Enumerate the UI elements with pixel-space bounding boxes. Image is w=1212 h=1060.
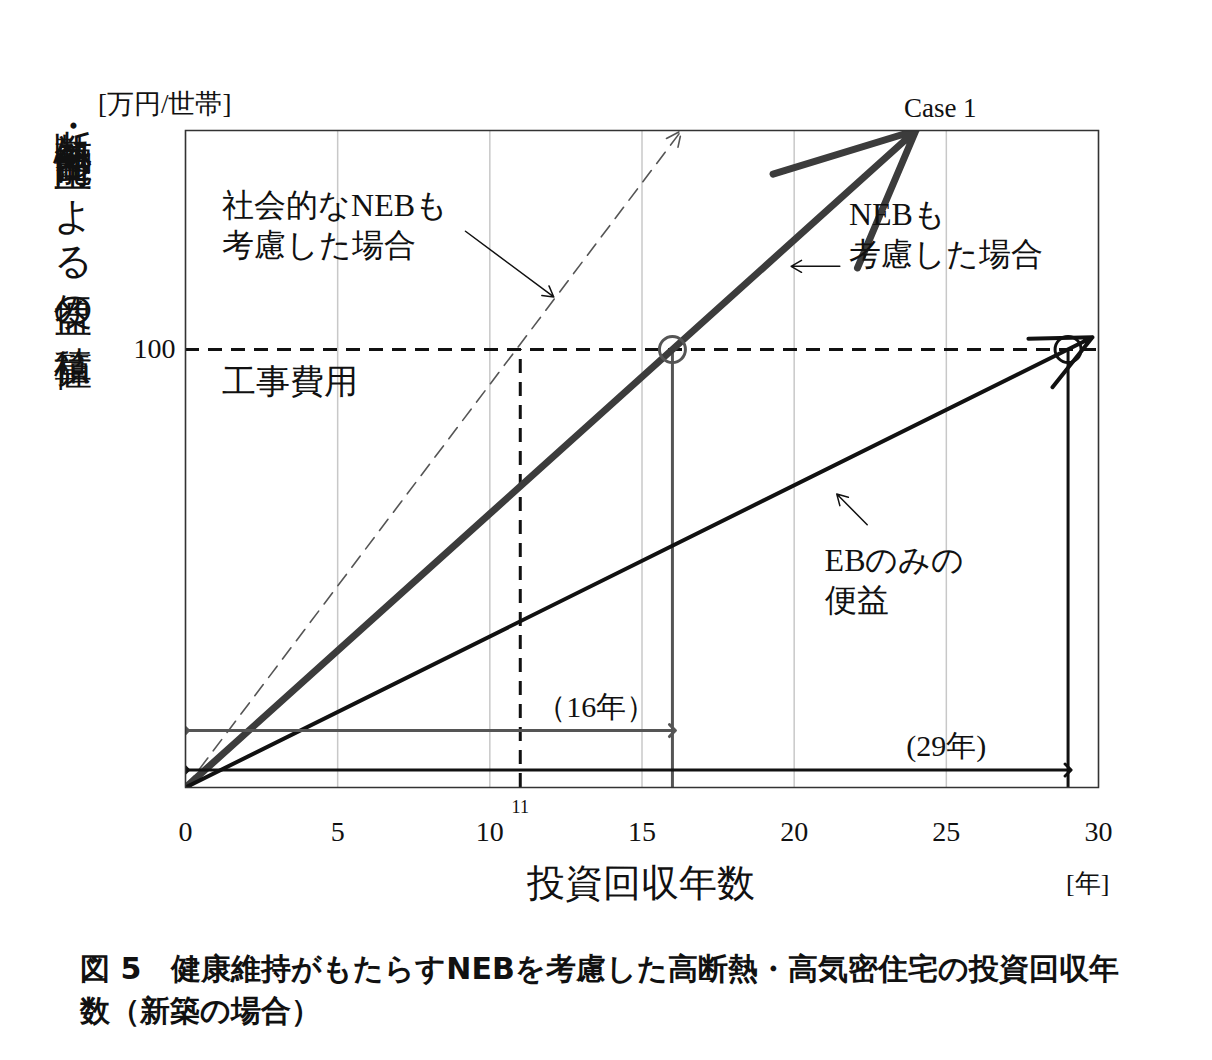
svg-text:（16年）: （16年） <box>536 690 656 723</box>
svg-text:11: 11 <box>512 797 529 817</box>
svg-text:NEBも考慮した場合: NEBも考慮した場合 <box>849 196 1043 272</box>
html-text:[万円/世帯]: [万円/世帯] <box>98 89 232 119</box>
html-text:投資回収年数: 投資回収年数 <box>527 862 755 904</box>
svg-text:10: 10 <box>476 816 504 847</box>
svg-text:25: 25 <box>932 816 960 847</box>
svg-text:100: 100 <box>134 333 176 364</box>
svg-text:Case 1: Case 1 <box>904 93 977 123</box>
svg-text:工事費用: 工事費用 <box>222 363 358 400</box>
html-text:図 5 健康維持がもたらすNEBを考慮した高断熱・高気密住宅: 図 5 健康維持がもたらすNEBを考慮した高断熱・高気密住宅の投資回収年数（新築… <box>80 951 1119 1028</box>
svg-text:0: 0 <box>179 816 193 847</box>
svg-text:EBのみの便益: EBのみの便益 <box>825 542 965 618</box>
svg-text:5: 5 <box>331 816 345 847</box>
html-text:[年]: [年] <box>1066 869 1110 898</box>
svg-text:30: 30 <box>1085 816 1113 847</box>
html-text:断熱・気密性能向上による便益の積算値: 断熱・気密性能向上による便益の積算値 <box>52 100 94 326</box>
svg-text:20: 20 <box>780 816 808 847</box>
svg-text:15: 15 <box>628 816 656 847</box>
svg-text:社会的なNEBも考慮した場合: 社会的なNEBも考慮した場合 <box>222 187 448 263</box>
svg-text:(29年): (29年) <box>906 729 986 763</box>
